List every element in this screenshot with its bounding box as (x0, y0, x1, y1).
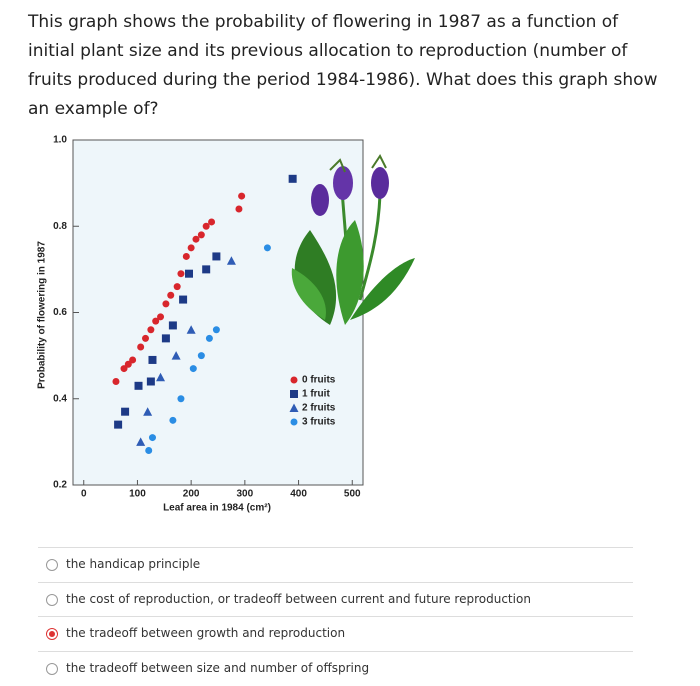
data-point (212, 326, 220, 334)
flower-illustration (291, 154, 415, 325)
option-text: the tradeoff between size and number of … (66, 660, 370, 675)
legend-marker (289, 403, 299, 412)
option[interactable]: the cost of reproduction, or tradeoff be… (38, 581, 633, 617)
y-tick-label: 0.6 (53, 307, 67, 318)
y-axis-label: Probability of flowering in 1987 (37, 241, 48, 389)
legend-marker (290, 390, 298, 398)
x-tick-label: 500 (344, 489, 361, 500)
legend-label: 1 fruit (302, 389, 330, 400)
data-point (136, 437, 146, 446)
legend-marker (290, 418, 298, 426)
data-point (120, 365, 128, 373)
option-text: the tradeoff between growth and reproduc… (66, 626, 346, 640)
radio-button[interactable] (46, 593, 58, 606)
x-tick-label: 0 (81, 489, 87, 500)
data-point (121, 407, 130, 416)
option-text: the handicap principle (66, 557, 201, 571)
data-point (114, 420, 123, 429)
data-point (171, 351, 181, 360)
data-point (157, 313, 165, 321)
question: This graph shows the probability of flow… (28, 12, 658, 119)
x-tick-label: 400 (290, 489, 307, 500)
option[interactable]: the handicap principle (38, 547, 633, 582)
x-tick-label: 300 (237, 489, 254, 500)
data-point (177, 395, 185, 403)
radio-button[interactable] (46, 559, 58, 571)
data-point (202, 265, 211, 274)
data-point (187, 244, 195, 252)
data-point (205, 334, 213, 342)
data-point (235, 205, 243, 213)
y-tick-label: 0.4 (53, 393, 67, 404)
data-point (226, 256, 236, 265)
legend-label: 3 fruits (302, 417, 336, 428)
x-tick-label: 200 (183, 489, 200, 500)
data-point (185, 269, 193, 278)
data-point (147, 326, 155, 334)
data-point (124, 360, 132, 368)
data-point (189, 365, 197, 373)
data-point (197, 231, 205, 239)
data-point (182, 252, 190, 260)
data-point (137, 343, 145, 351)
data-point (192, 235, 200, 243)
data-point (212, 252, 221, 261)
y-tick-label: 0.2 (53, 480, 67, 491)
data-point (129, 356, 137, 364)
radio-button[interactable] (46, 628, 58, 640)
data-point (112, 378, 120, 385)
data-point (168, 321, 177, 330)
data-point (145, 447, 153, 454)
data-point (179, 295, 188, 304)
data-point (146, 377, 155, 386)
data-point (143, 407, 153, 416)
option-text: the cost of reproduction, or tradeoff be… (66, 591, 531, 606)
chart: Leaf area in 1984 (cm²) Probability of f… (37, 135, 415, 514)
y-tick-label: 0.8 (53, 221, 67, 232)
data-point (152, 317, 160, 325)
data-point (167, 291, 175, 299)
data-point (208, 218, 216, 226)
option[interactable]: the tradeoff between size and number of … (38, 650, 633, 686)
data-point (169, 416, 177, 424)
data-point (177, 270, 185, 278)
x-tick-label: 100 (129, 489, 146, 500)
data-point (148, 355, 157, 364)
legend-label: 0 fruits (302, 375, 336, 386)
data-point (134, 381, 143, 390)
data-point (202, 222, 210, 230)
option[interactable]: the tradeoff between growth and reproduc… (38, 616, 633, 651)
data-point (186, 325, 196, 334)
data-point (263, 244, 271, 252)
x-axis-label: Leaf area in 1984 (cm²) (163, 503, 271, 514)
y-tick-label: 1.0 (53, 135, 67, 146)
legend-label: 2 fruits (302, 403, 336, 414)
data-point (238, 192, 246, 200)
data-point (148, 434, 156, 442)
data-point (173, 283, 181, 291)
data-point (161, 334, 170, 343)
data-point (288, 174, 297, 183)
data-point (197, 352, 205, 360)
data-point (156, 372, 166, 382)
data-point (142, 334, 149, 342)
data-point (162, 300, 170, 308)
legend-marker (290, 376, 298, 384)
